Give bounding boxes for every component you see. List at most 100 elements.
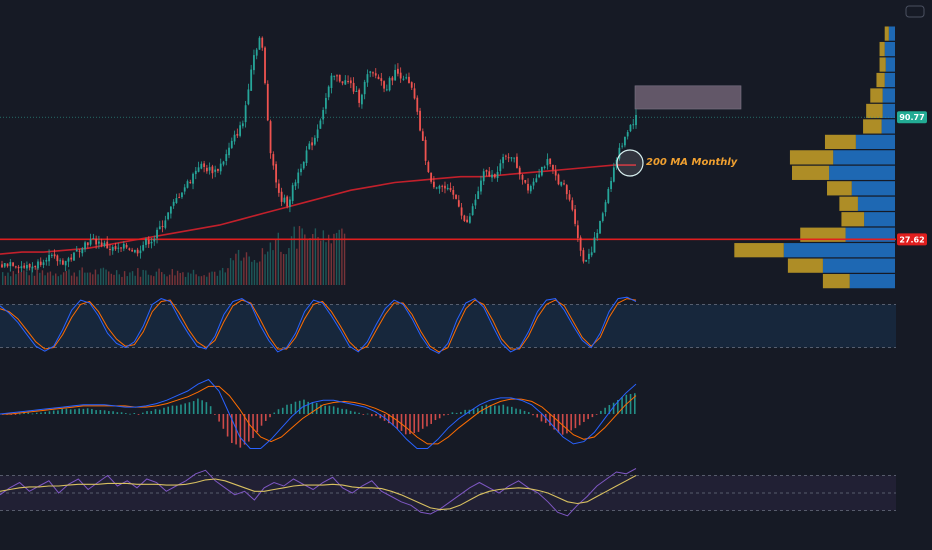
candle-body: [330, 75, 333, 89]
volume-bar: [288, 248, 290, 285]
volume-bar: [190, 273, 192, 285]
volume-profile-bar-gold: [789, 150, 834, 165]
volume-bar: [76, 276, 78, 285]
candle-body: [319, 120, 322, 129]
candle-body: [599, 221, 601, 234]
candle-body: [3, 263, 6, 267]
candle-body: [466, 219, 469, 223]
macd-histogram-bar: [180, 404, 182, 414]
volume-profile-bar-gold: [734, 243, 784, 258]
volume-profile-bar-blue: [851, 181, 895, 196]
candle-body: [424, 139, 427, 161]
candle-body: [361, 94, 363, 105]
volume-bar: [39, 272, 41, 285]
candle-body: [225, 154, 228, 162]
macd-histogram-bar: [209, 406, 212, 414]
macd-histogram-bar: [341, 408, 343, 414]
camera-icon[interactable]: [905, 5, 925, 18]
candle-body: [253, 55, 255, 71]
macd-histogram-bar: [243, 414, 246, 445]
candle-body: [496, 171, 499, 179]
candle-body: [538, 174, 541, 178]
candle-body: [535, 178, 538, 183]
volume-bar: [174, 275, 176, 285]
volume-profile-bar-blue: [885, 57, 895, 72]
macd-histogram-bar: [108, 411, 110, 414]
volume-bar: [343, 233, 346, 285]
volume-bar: [110, 273, 113, 285]
candle-body: [78, 250, 81, 252]
candle-body: [546, 159, 549, 166]
candle-body: [635, 115, 637, 126]
volume-bar: [256, 262, 258, 285]
macd-histogram-bar: [57, 410, 59, 414]
volume-bar: [7, 272, 9, 285]
candle-body: [147, 239, 150, 245]
macd-histogram-bar: [443, 414, 445, 416]
candle-body: [540, 166, 543, 176]
macd-histogram-bar: [277, 409, 280, 414]
volume-bar: [221, 267, 224, 285]
candle-body: [327, 86, 330, 98]
volume-bar: [245, 252, 248, 285]
macd-histogram-bar: [201, 400, 203, 414]
macd-histogram-bar: [557, 414, 560, 433]
volume-bar: [293, 226, 295, 285]
candle-body: [56, 255, 59, 262]
candle-body: [300, 168, 302, 173]
candle-body: [103, 242, 106, 246]
volume-bar: [145, 270, 147, 285]
candle-body: [618, 147, 621, 159]
candle-body: [626, 132, 629, 137]
volume-bar: [62, 272, 65, 285]
volume-profile-bar-blue: [884, 41, 895, 57]
candle-body: [70, 257, 73, 260]
volume-bar: [261, 248, 264, 285]
macd-histogram-bar: [154, 409, 157, 414]
macd-histogram-bar: [158, 409, 161, 414]
volume-bar: [60, 274, 62, 285]
macd-histogram-bar: [311, 402, 314, 414]
volume-profile-bar-blue: [822, 258, 895, 273]
candle-body: [610, 180, 612, 190]
candle-body: [493, 174, 496, 178]
candle-body: [502, 157, 505, 164]
candle-body: [178, 197, 181, 199]
candle-body: [383, 81, 385, 89]
candle-body: [59, 260, 62, 262]
volume-profile-bar-blue: [855, 134, 895, 150]
macd-histogram-bar: [256, 414, 259, 433]
volume-profile-bar-blue: [882, 103, 895, 119]
volume-bar: [102, 267, 105, 285]
candle-body: [6, 263, 9, 267]
macd-histogram-bar: [218, 414, 220, 422]
volume-bar: [118, 274, 120, 285]
candle-body: [399, 72, 402, 79]
candle-body: [499, 163, 502, 172]
macd-histogram-bar: [515, 408, 517, 414]
candle-body: [527, 183, 529, 191]
volume-profile-bar-blue: [857, 196, 895, 211]
macd-histogram-bar: [489, 405, 492, 414]
candle-body: [563, 183, 565, 185]
macd-histogram-bar: [129, 413, 131, 415]
candle-body: [189, 182, 192, 184]
volume-bar: [325, 242, 327, 285]
rsi-ma-line: [0, 475, 637, 511]
volume-bar: [81, 267, 83, 285]
volume-bar: [105, 269, 107, 285]
volume-bar: [187, 272, 189, 285]
volume-bar: [335, 232, 338, 285]
volume-bar: [78, 270, 81, 285]
volume-bar: [89, 272, 91, 285]
candle-body: [397, 68, 399, 74]
volume-bar: [31, 267, 33, 285]
candle-body: [158, 226, 161, 230]
macd-histogram-bar: [379, 414, 382, 419]
candle-body: [125, 244, 128, 248]
macd-histogram-bar: [434, 414, 437, 421]
candle-body: [275, 164, 277, 183]
macd-signal-line: [0, 385, 637, 445]
